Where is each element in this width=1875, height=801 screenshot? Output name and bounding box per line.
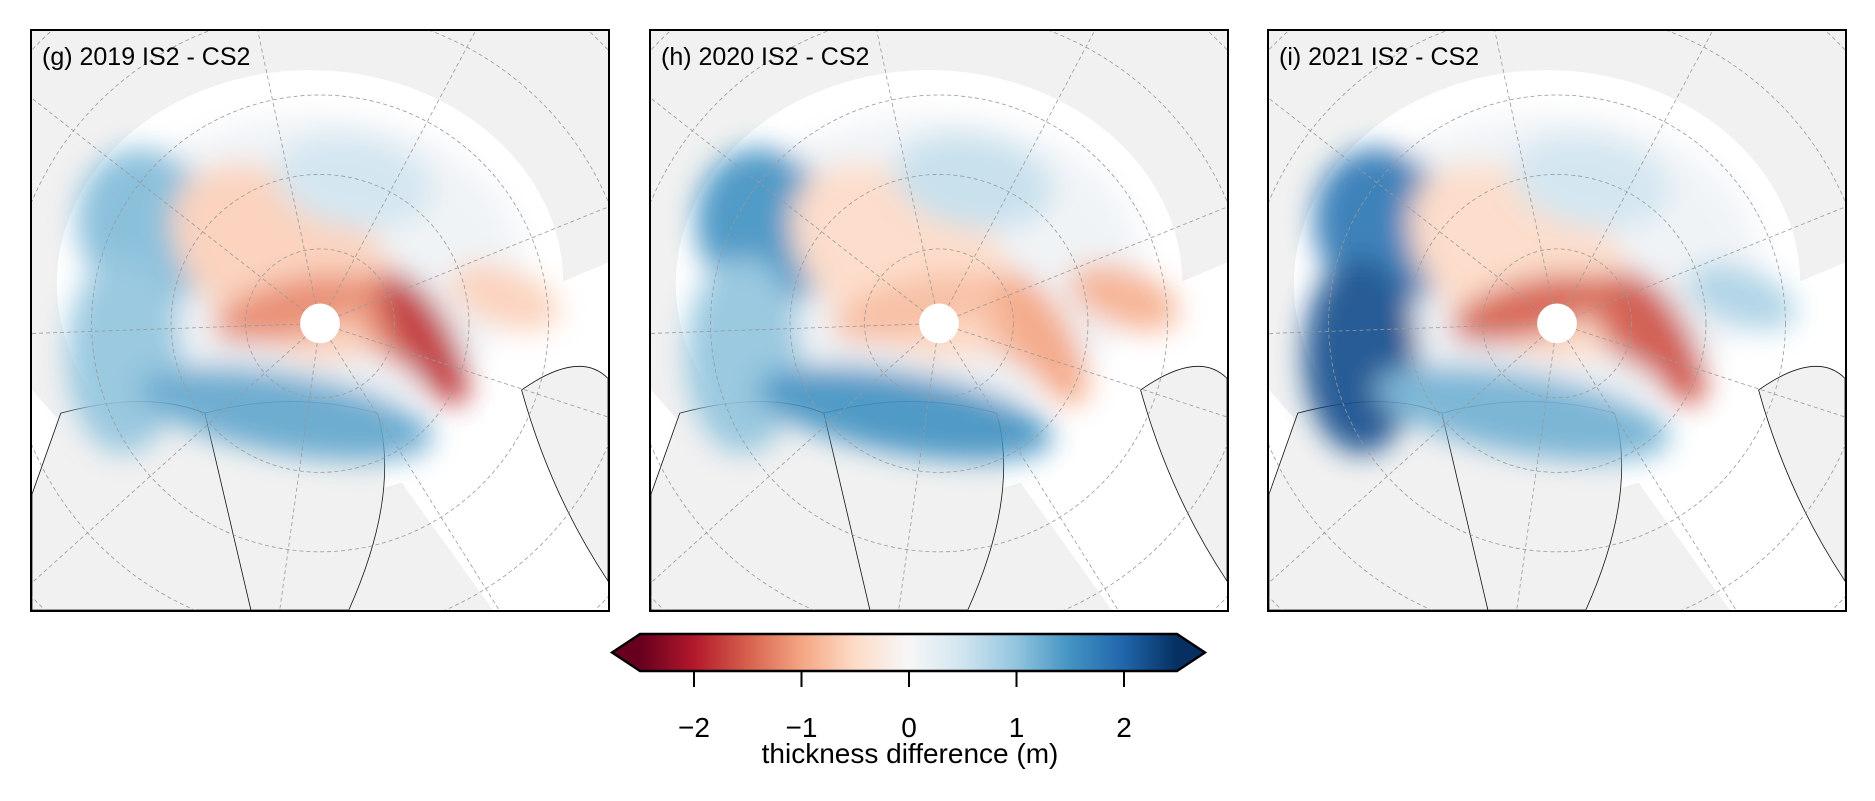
colorbar-tick-label: 1: [1009, 712, 1025, 743]
pole-hole: [300, 303, 340, 344]
longitude-gridline: [338, 206, 608, 317]
field-region: [212, 274, 370, 344]
longitude-gridline: [898, 343, 937, 610]
scandinavia-landmass: [1758, 366, 1845, 582]
field-region: [1686, 263, 1797, 331]
colorbar-tick-label: −1: [786, 712, 818, 743]
latitude-gridline: [864, 248, 1014, 399]
scandinavia-landmass: [1140, 366, 1227, 582]
longitude-gridline: [949, 340, 1119, 610]
colorbar-tick-label: 0: [901, 712, 917, 743]
panel-title: (g) 2019 IS2 - CS2: [42, 43, 251, 71]
longitude-gridline: [1516, 343, 1555, 610]
panel-title: (i) 2021 IS2 - CS2: [1279, 43, 1480, 71]
longitude-gridline: [1567, 340, 1737, 610]
field-region: [893, 133, 1054, 230]
field-region: [1615, 271, 1706, 405]
longitude-gridline: [876, 31, 936, 305]
field-region: [449, 263, 560, 331]
colorbar-extend-high: [1177, 634, 1205, 671]
latitude-gridline: [1328, 94, 1786, 553]
longitude-gridline: [32, 97, 305, 312]
map-canvas: [32, 31, 608, 610]
field-region: [831, 274, 989, 344]
field-region: [997, 271, 1088, 405]
colorbar-extend-low: [612, 634, 640, 671]
colorbar-gradient: [640, 634, 1177, 671]
colorbar-outline: [610, 632, 1208, 673]
field-region: [756, 365, 1053, 461]
longitude-gridline: [279, 343, 318, 610]
pole-hole: [1537, 303, 1577, 344]
longitude-gridline: [957, 206, 1227, 317]
longitude-gridline: [651, 97, 924, 312]
thickness-field: [66, 114, 560, 461]
field-region: [1449, 274, 1607, 344]
map-canvas: [1269, 31, 1845, 610]
map-canvas: [651, 31, 1227, 610]
latitude-gridline: [91, 94, 549, 553]
latitude-gridline: [1482, 248, 1632, 399]
colorbar-tick-label: −2: [678, 712, 710, 743]
longitude-gridline: [1494, 31, 1554, 305]
thickness-field: [1303, 114, 1797, 461]
longitude-gridline: [330, 340, 500, 610]
latitude-gridline: [245, 248, 395, 399]
longitude-gridline: [257, 31, 317, 305]
map-panel-2020: (h) 2020 IS2 - CS2: [649, 29, 1229, 612]
longitude-gridline: [651, 336, 925, 584]
field-region: [137, 365, 434, 461]
field-region: [274, 133, 435, 230]
colorbar-tick-label: 2: [1116, 712, 1132, 743]
map-panel-2021: (i) 2021 IS2 - CS2: [1267, 29, 1847, 612]
colorbar: −2 −1 0 1 2: [610, 632, 1208, 743]
latitude-gridline: [789, 174, 1089, 473]
map-panel-2019: (g) 2019 IS2 - CS2: [30, 29, 610, 612]
latitude-gridline: [170, 174, 470, 473]
longitude-gridline: [32, 336, 306, 584]
thickness-field: [685, 114, 1179, 461]
colorbar-label: thickness difference (m): [761, 738, 1059, 769]
longitude-gridline: [1269, 323, 1538, 334]
latitude-gridline: [710, 94, 1168, 553]
field-region: [685, 256, 801, 454]
panel-title: (h) 2020 IS2 - CS2: [661, 43, 870, 71]
field-region: [66, 256, 182, 454]
scandinavia-landmass: [521, 366, 608, 582]
field-region: [1374, 365, 1671, 461]
field-region: [378, 271, 469, 405]
field-region: [1068, 263, 1179, 331]
longitude-gridline: [651, 323, 920, 334]
field-region: [1511, 133, 1672, 230]
latitude-gridline: [1407, 174, 1707, 473]
field-region: [1303, 256, 1419, 454]
longitude-gridline: [1575, 206, 1845, 317]
pole-hole: [919, 303, 959, 344]
